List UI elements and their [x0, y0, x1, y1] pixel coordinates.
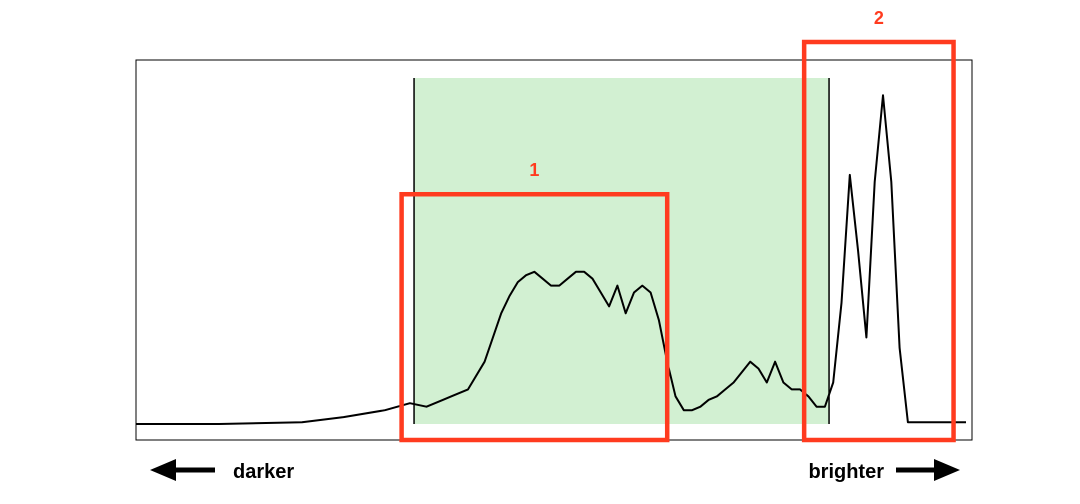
highlight-band [414, 78, 830, 424]
series-line-0 [136, 94, 966, 425]
brighter-label: brighter [808, 461, 884, 483]
left-arrow-icon [150, 459, 215, 481]
annotation-box-2 [801, 39, 956, 443]
annotation-label-2: 2 [874, 8, 884, 28]
right-arrow-icon [896, 459, 960, 481]
annotation-label-1: 1 [529, 160, 539, 180]
darker-label: darker [233, 461, 294, 483]
annotation-box-1 [399, 191, 670, 443]
